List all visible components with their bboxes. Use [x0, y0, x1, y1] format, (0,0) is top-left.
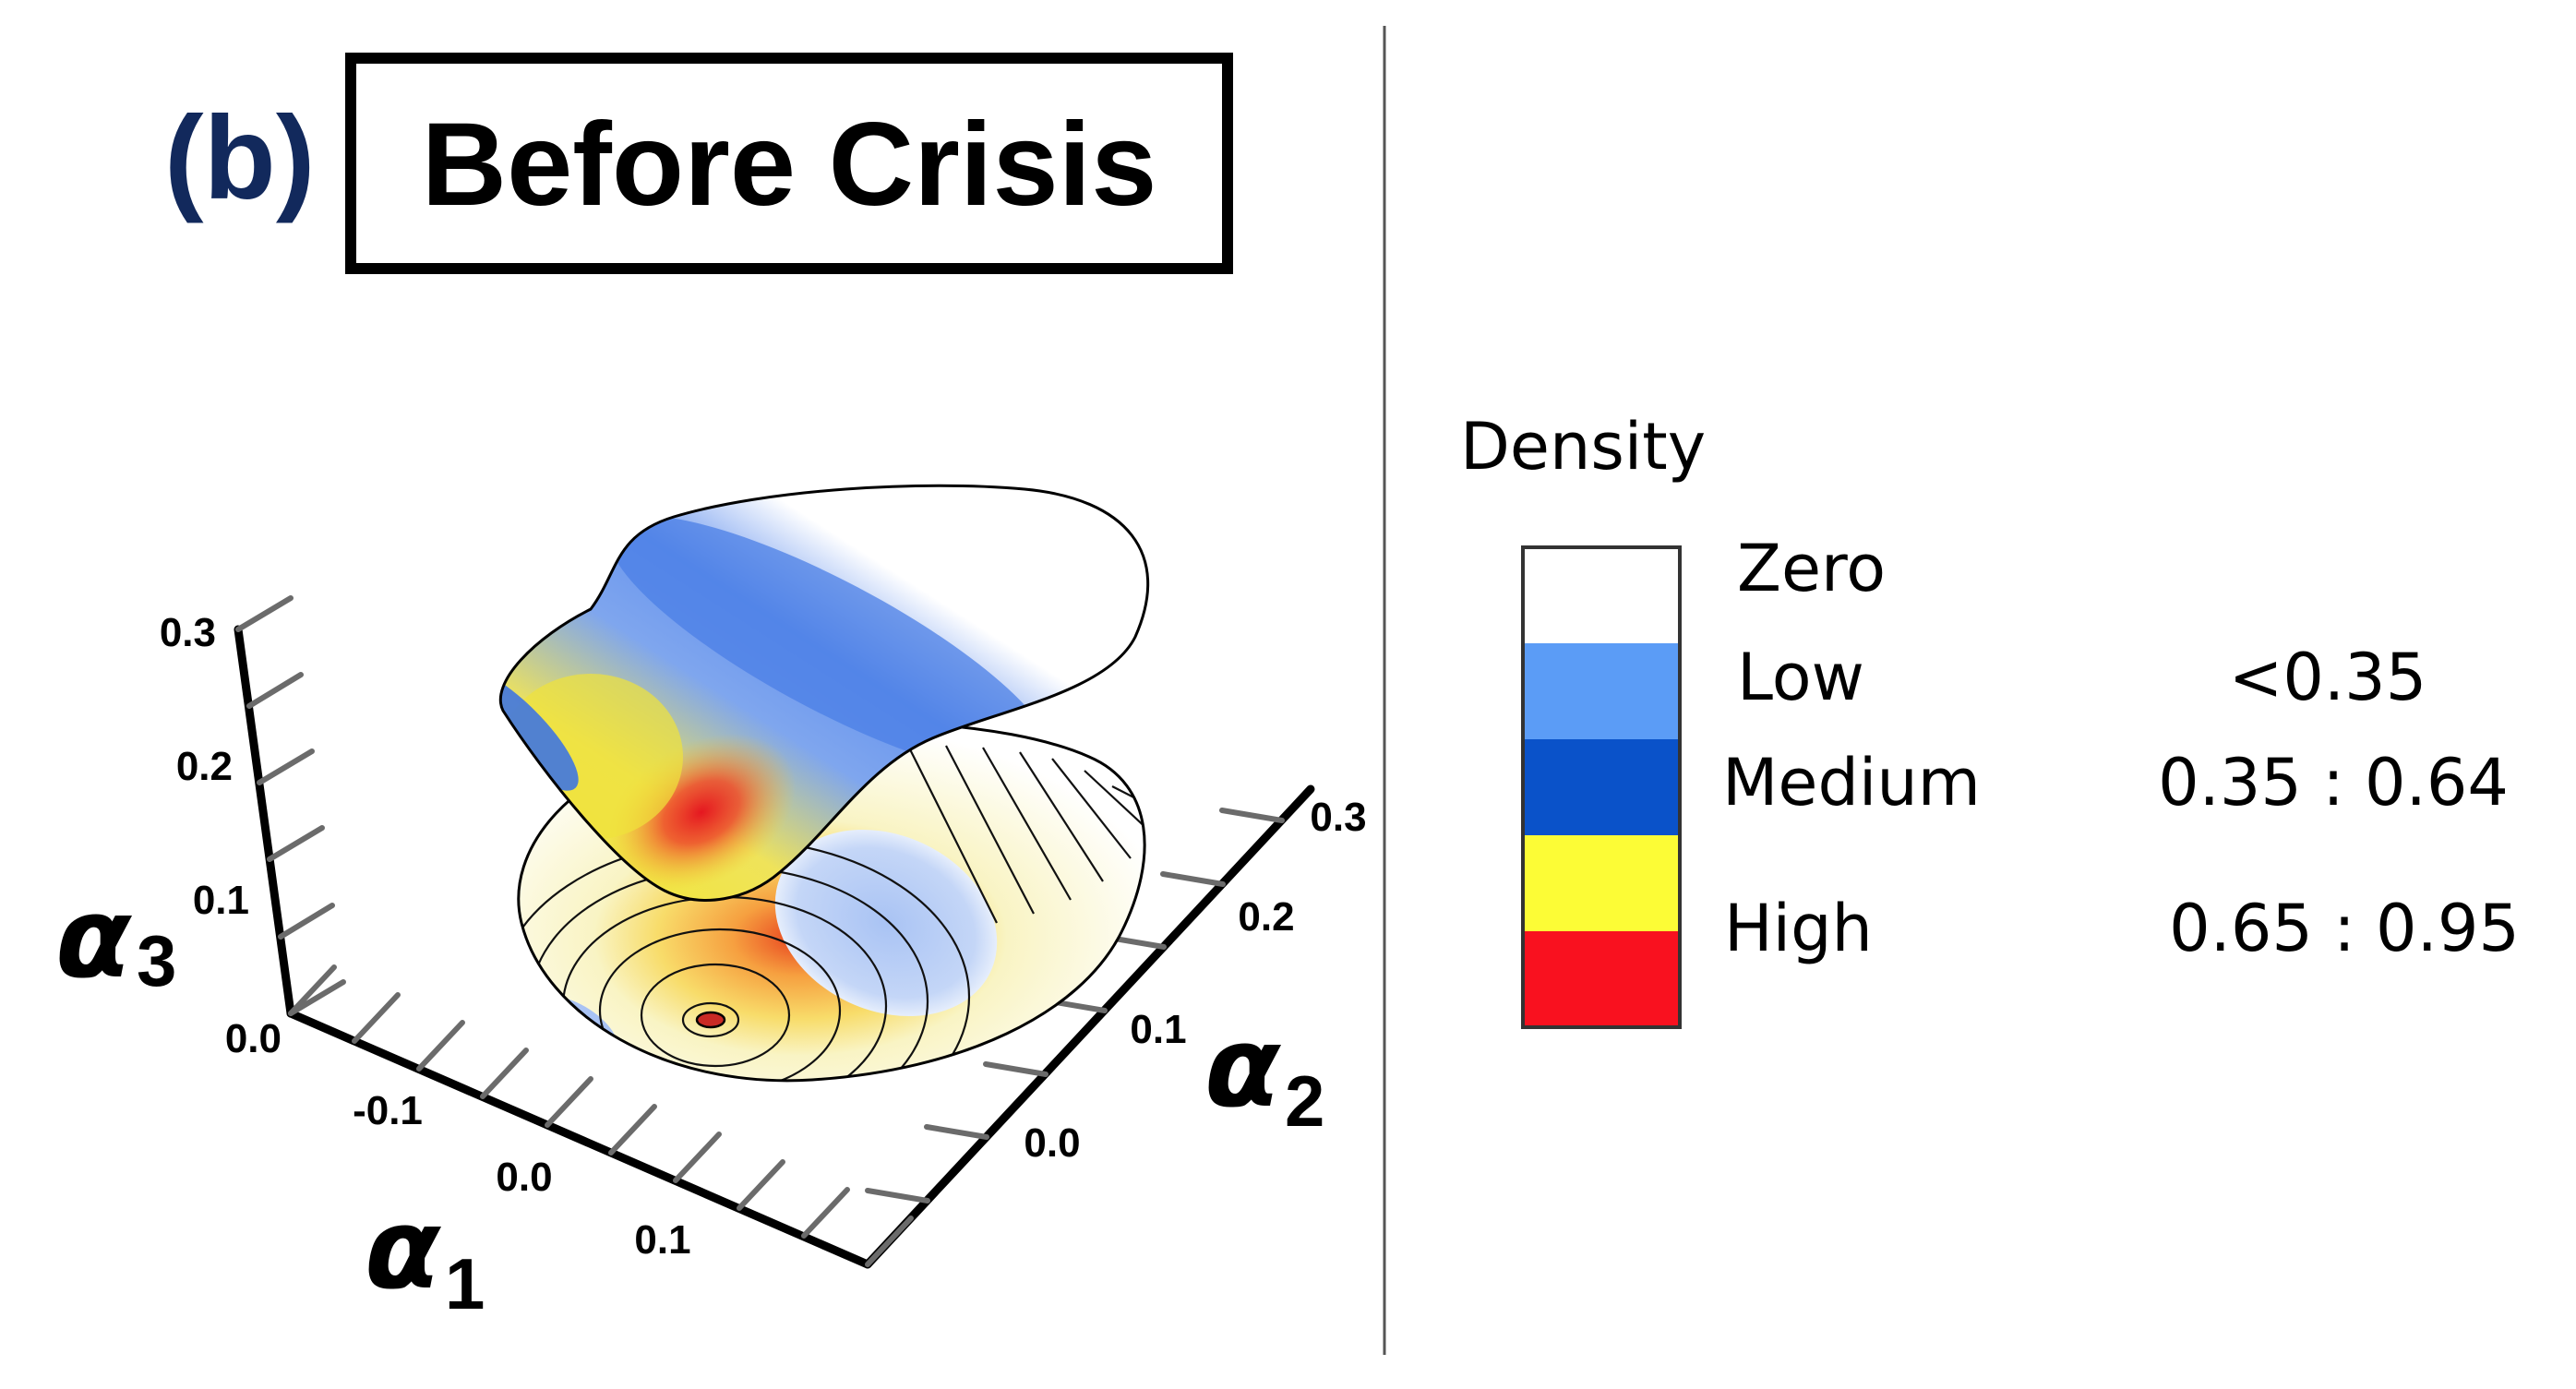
z-axis-ticks — [235, 595, 346, 1016]
legend-title: Density — [1460, 409, 1706, 485]
z-tick-label: 0.3 — [160, 610, 216, 655]
y-tick-label: 0.3 — [1310, 795, 1366, 840]
legend-label-medium: Medium — [1722, 745, 1981, 820]
legend-label-high: High — [1724, 891, 1873, 966]
z-axis — [234, 625, 295, 1018]
x-axis-label: α 1 — [365, 1186, 485, 1324]
high-density-band — [500, 674, 683, 840]
z-axis-label-subscript: 3 — [137, 920, 176, 1001]
title-box — [345, 53, 1233, 274]
y-tick-label: 0.2 — [1238, 894, 1294, 940]
legend-frame — [1521, 545, 1682, 1029]
legend-label-low: Low — [1737, 640, 1864, 715]
legend-range-low: <0.35 — [2229, 640, 2427, 715]
z-axis-label: α 3 — [55, 875, 176, 1003]
panel-label: (b) — [164, 92, 315, 224]
x-axis — [286, 1009, 872, 1269]
legend-swatch-top — [1523, 931, 1680, 1027]
z-tick-label: 0.1 — [193, 878, 249, 923]
y-tick-label: 0.1 — [1130, 1007, 1186, 1052]
legend-swatch-medium — [1523, 739, 1680, 835]
z-tick-labels: 0.3 0.2 0.1 0.0 — [160, 610, 282, 1061]
legend-swatches — [1521, 545, 1682, 1029]
z-tick-label: 0.2 — [176, 744, 233, 789]
density-surface — [498, 484, 1150, 902]
legend-swatch-high — [1523, 835, 1680, 931]
x-tick-labels: -0.1 0.0 0.1 — [353, 1088, 691, 1263]
legend-range-high: 0.65 : 0.95 — [2169, 891, 2520, 966]
y-tick-label: 0.0 — [1024, 1120, 1080, 1166]
z-axis-label-symbol: α — [55, 875, 133, 1003]
x-tick-label: 0.0 — [496, 1155, 552, 1200]
legend-swatch-zero — [1523, 547, 1680, 643]
legend: Density Zero Low Medium High <0.35 0.35 … — [1460, 409, 2520, 1029]
legend-range-medium: 0.35 : 0.64 — [2158, 745, 2509, 820]
x-axis-label-subscript: 1 — [445, 1243, 485, 1324]
legend-label-zero: Zero — [1737, 531, 1886, 606]
x-tick-label: 0.1 — [634, 1217, 690, 1263]
x-tick-label: -0.1 — [353, 1088, 423, 1133]
x-axis-ticks — [288, 964, 914, 1267]
medium-density-band — [608, 515, 1053, 777]
y-axis-label-symbol: α — [1204, 1004, 1282, 1132]
z-tick-label: 0.0 — [225, 1016, 282, 1061]
y-axis-label-subscript: 2 — [1285, 1060, 1324, 1142]
x-axis-label-symbol: α — [365, 1186, 442, 1314]
low-density-region — [774, 829, 998, 1017]
panel-title: Before Crisis — [422, 99, 1157, 231]
y-axis — [863, 784, 1315, 1269]
y-tick-labels: 0.0 0.1 0.2 0.3 — [1024, 795, 1366, 1166]
legend-swatch-low — [1523, 643, 1680, 739]
y-axis-label: α 2 — [1204, 1004, 1324, 1142]
